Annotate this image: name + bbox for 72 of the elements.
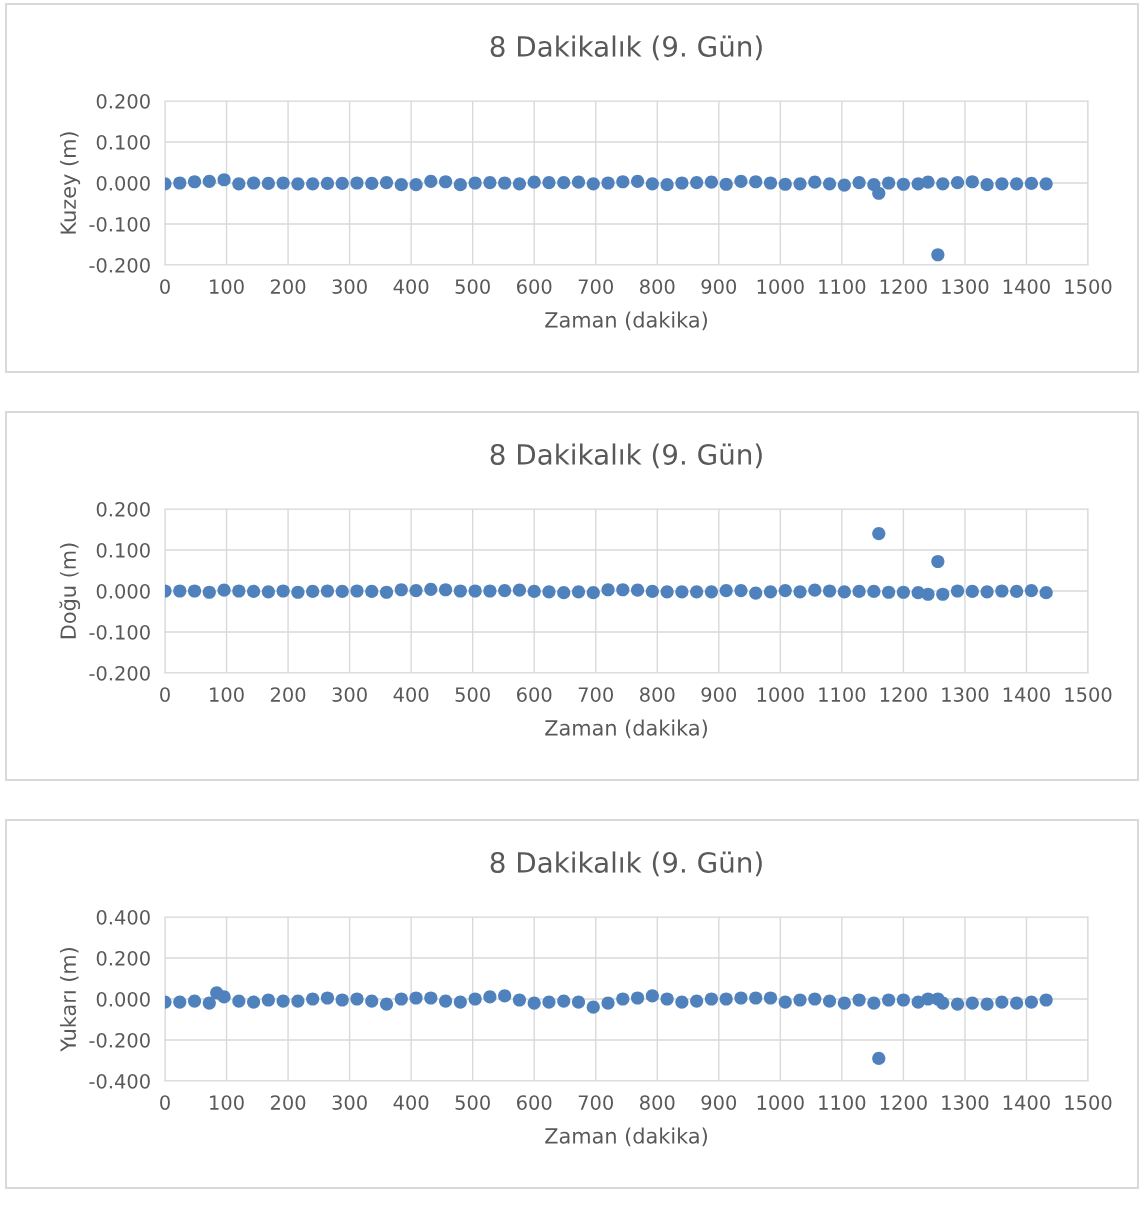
x-tick-label: 1500 bbox=[1065, 279, 1112, 294]
chart-title: 8 Dakikalık (9. Gün) bbox=[490, 443, 762, 469]
x-tick-label: 0 bbox=[160, 687, 170, 702]
x-tick-label: 400 bbox=[393, 279, 429, 294]
y-axis-title: Yukarı (m) bbox=[59, 948, 79, 1052]
x-tick-label: 1400 bbox=[1003, 1095, 1050, 1110]
x-axis-title: Zaman (dakika) bbox=[545, 719, 707, 739]
chart-title: 8 Dakikalık (9. Gün) bbox=[490, 851, 762, 877]
x-tick-label: 0 bbox=[160, 279, 170, 294]
x-tick-label: 500 bbox=[455, 279, 490, 294]
x-tick-label: 1300 bbox=[942, 279, 989, 294]
y-axis-title: Kuzey (m) bbox=[59, 132, 81, 234]
x-tick-label: 1100 bbox=[819, 687, 866, 702]
x-tick-label: 400 bbox=[393, 1095, 429, 1110]
y-tick-label: -0.400 bbox=[89, 1073, 150, 1089]
y-tick-label: -0.200 bbox=[89, 1032, 150, 1048]
x-tick-label: 100 bbox=[210, 1095, 244, 1110]
x-tick-label: 600 bbox=[517, 687, 552, 702]
x-tick-label: 500 bbox=[455, 687, 490, 702]
y-tick-label: 0.200 bbox=[96, 93, 150, 109]
x-tick-label: 600 bbox=[517, 1095, 552, 1110]
y-tick-label: 0.100 bbox=[96, 542, 150, 558]
x-tick-label: 1000 bbox=[757, 1095, 804, 1110]
x-tick-label: 1100 bbox=[819, 279, 866, 294]
x-tick-label: 300 bbox=[332, 1095, 367, 1110]
y-tick-label: -0.200 bbox=[89, 665, 150, 681]
y-tick-label: 0.000 bbox=[96, 991, 150, 1007]
y-tick-label: -0.100 bbox=[89, 624, 150, 640]
x-tick-label: 100 bbox=[210, 279, 244, 294]
x-tick-label: 200 bbox=[270, 687, 306, 702]
x-tick-label: 300 bbox=[332, 687, 367, 702]
x-tick-label: 0 bbox=[160, 1095, 170, 1110]
y-tick-label: -0.100 bbox=[89, 216, 150, 232]
x-tick-label: 500 bbox=[455, 1095, 490, 1110]
x-axis-title: Zaman (dakika) bbox=[545, 1127, 707, 1147]
x-tick-label: 600 bbox=[517, 279, 552, 294]
x-tick-label: 1200 bbox=[880, 279, 927, 294]
x-tick-label: 1100 bbox=[819, 1095, 866, 1110]
y-tick-label: 0.200 bbox=[96, 501, 150, 517]
y-tick-label: 0.200 bbox=[96, 950, 150, 966]
x-tick-label: 800 bbox=[640, 279, 675, 294]
x-tick-label: 1500 bbox=[1065, 687, 1112, 702]
y-tick-label: 0.000 bbox=[96, 583, 150, 599]
x-tick-label: 1300 bbox=[942, 687, 989, 702]
x-tick-label: 1200 bbox=[880, 687, 927, 702]
x-tick-label: 1500 bbox=[1065, 1095, 1112, 1110]
x-tick-label: 1400 bbox=[1003, 687, 1050, 702]
x-tick-label: 1000 bbox=[757, 687, 804, 702]
x-tick-label: 1300 bbox=[942, 1095, 989, 1110]
y-tick-label: 0.000 bbox=[96, 175, 150, 191]
x-axis-title: Zaman (dakika) bbox=[545, 311, 707, 331]
x-tick-label: 300 bbox=[332, 279, 367, 294]
chart-title: 8 Dakikalık (9. Gün) bbox=[490, 35, 762, 61]
x-tick-label: 200 bbox=[270, 279, 306, 294]
x-tick-label: 900 bbox=[701, 687, 737, 702]
x-tick-label: 1200 bbox=[880, 1095, 927, 1110]
x-tick-label: 200 bbox=[270, 1095, 306, 1110]
x-tick-label: 700 bbox=[578, 687, 613, 702]
x-tick-label: 400 bbox=[393, 687, 429, 702]
x-tick-label: 700 bbox=[578, 279, 613, 294]
x-tick-label: 100 bbox=[210, 687, 244, 702]
x-tick-label: 1000 bbox=[757, 279, 804, 294]
y-axis-title: Doğu (m) bbox=[59, 543, 81, 639]
x-tick-label: 900 bbox=[701, 1095, 737, 1110]
x-tick-label: 800 bbox=[640, 1095, 675, 1110]
y-tick-label: -0.200 bbox=[89, 257, 150, 273]
x-tick-label: 900 bbox=[701, 279, 737, 294]
x-tick-label: 800 bbox=[640, 687, 675, 702]
y-tick-label: 0.400 bbox=[96, 909, 150, 925]
y-tick-label: 0.100 bbox=[96, 134, 150, 150]
x-tick-label: 1400 bbox=[1003, 279, 1050, 294]
x-tick-label: 700 bbox=[578, 1095, 613, 1110]
